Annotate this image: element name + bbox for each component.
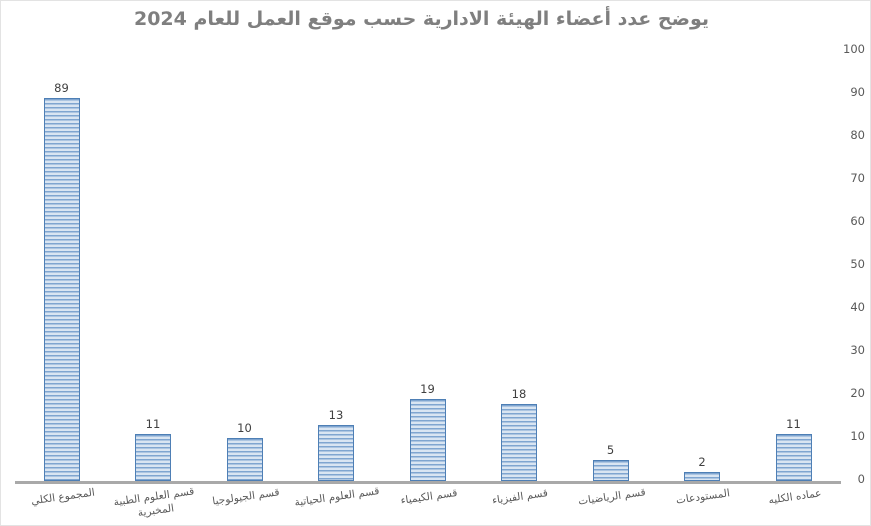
y-axis-tick-label: 100 [843,42,865,56]
data-point-bar[interactable] [592,459,629,481]
y-axis-tick-label: 40 [850,300,865,314]
value-label: 19 [420,382,435,397]
data-point-bar[interactable] [501,403,537,481]
value-label: 2 [698,455,706,470]
data-point-bar[interactable] [135,433,171,481]
y-axis-tick-label: 0 [857,472,865,486]
value-label: 10 [237,421,252,435]
chart-title: يوضح عدد أعضاء الهيئة الادارية حسب موقع … [133,8,709,30]
value-label: 18 [511,386,527,401]
y-axis-tick-label: 90 [850,85,865,99]
x-axis-line [15,481,841,484]
value-label: 13 [328,408,344,423]
y-axis-tick-label: 50 [850,257,865,271]
data-point-bar[interactable] [684,472,720,481]
y-axis-tick-label: 20 [850,386,865,400]
value-label: 5 [606,442,615,457]
data-point-bar[interactable] [409,399,446,481]
value-label: 11 [786,416,801,431]
y-axis-tick-label: 60 [850,214,865,228]
value-label: 11 [145,416,161,431]
data-point-bar[interactable] [775,433,812,481]
y-axis-tick-label: 70 [850,171,865,185]
y-axis-tick-label: 10 [850,429,865,443]
data-point-bar[interactable] [226,438,263,481]
value-label: 89 [54,81,69,96]
y-axis-tick-label: 80 [850,128,865,142]
data-point-bar[interactable] [43,98,80,481]
data-point-bar[interactable] [318,425,354,481]
y-axis-tick-label: 30 [850,343,865,357]
